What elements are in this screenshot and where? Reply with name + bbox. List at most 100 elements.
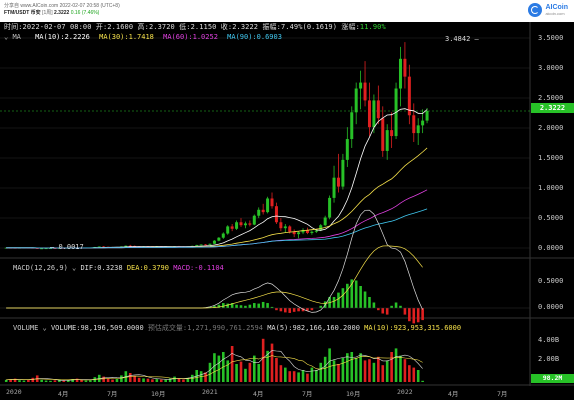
volume-bar bbox=[164, 379, 167, 382]
candle-body bbox=[350, 112, 354, 140]
price-change: 0.16 (7.46%) bbox=[70, 10, 100, 16]
grid-lines bbox=[0, 22, 574, 386]
macd-bar bbox=[381, 308, 385, 314]
volume-bar bbox=[217, 355, 221, 382]
volume-bar bbox=[377, 356, 380, 382]
macd-bar bbox=[270, 306, 274, 308]
volume-bar bbox=[120, 375, 123, 382]
time-axis-label: 2021 bbox=[202, 388, 218, 396]
macd-bar bbox=[412, 308, 416, 324]
macd-axis-label: 0.0000 bbox=[538, 303, 564, 311]
volume-bar bbox=[159, 379, 163, 382]
macd-toggle-icon[interactable]: ⌄ bbox=[72, 264, 77, 272]
volume-bar bbox=[350, 352, 354, 382]
volume-bar bbox=[208, 362, 212, 382]
macd-bar bbox=[226, 303, 230, 308]
volume-bar bbox=[102, 376, 105, 382]
macd-histogram bbox=[0, 209, 530, 324]
candle-body bbox=[212, 240, 216, 244]
volume-toggle-icon[interactable]: ⌄ bbox=[42, 324, 47, 332]
macd-bar bbox=[288, 308, 292, 313]
volume-bar bbox=[75, 378, 79, 382]
price-axis-label: 1.5000 bbox=[538, 154, 564, 162]
volume-bar bbox=[412, 367, 416, 382]
volume-bar bbox=[133, 376, 136, 382]
volume-bar bbox=[359, 353, 362, 382]
candle-body bbox=[319, 225, 323, 231]
volume-bar bbox=[89, 380, 92, 382]
macd-bar bbox=[252, 303, 256, 308]
volume-bar bbox=[306, 373, 309, 382]
volume-bar bbox=[399, 355, 402, 382]
volume-bar bbox=[71, 379, 74, 382]
volume-bar bbox=[137, 377, 141, 382]
macd-bar bbox=[399, 305, 402, 308]
candle-body bbox=[53, 248, 57, 249]
candle-body bbox=[35, 248, 39, 249]
macd-bar bbox=[297, 308, 300, 312]
time-axis-label: 7月 bbox=[302, 390, 313, 398]
time-axis-label: 4月 bbox=[253, 390, 264, 398]
macd-dea-line bbox=[6, 245, 423, 309]
volume-bar bbox=[239, 361, 243, 382]
candle-body bbox=[217, 237, 221, 241]
candle-body bbox=[266, 198, 270, 213]
volume-bar bbox=[363, 360, 367, 382]
time-axis-label: 10月 bbox=[346, 390, 361, 398]
volume-bar bbox=[173, 376, 176, 382]
pair-name: FTM/USDT 币安 bbox=[4, 10, 41, 16]
volume-bar bbox=[328, 348, 331, 382]
volume-bar bbox=[337, 364, 340, 382]
aicoin-logo[interactable]: AICoin aicoin.com bbox=[528, 3, 568, 17]
volume-bar bbox=[381, 365, 385, 382]
macd-bar bbox=[372, 302, 376, 308]
volume-bar bbox=[252, 355, 256, 382]
volume-axis-label: 4.00B bbox=[538, 336, 560, 344]
candle-body bbox=[243, 223, 247, 226]
volume-bar bbox=[31, 377, 35, 382]
candle-body bbox=[323, 217, 327, 226]
ohlc-readout: 时间:2022-02-07 08:00 开:2.1600 高:2.3720 低:… bbox=[4, 22, 386, 32]
price-axis-label: 0.0000 bbox=[538, 244, 564, 252]
volume-bars bbox=[4, 338, 424, 382]
change-value: 11.90% bbox=[359, 23, 386, 31]
interval-label: [1周] bbox=[42, 10, 53, 16]
volume-bar bbox=[372, 362, 376, 382]
volume-bar bbox=[13, 378, 17, 382]
low-value: 2.1150 bbox=[190, 23, 217, 31]
volume-bar bbox=[168, 378, 172, 382]
time-axis-label: 7月 bbox=[497, 390, 508, 398]
volume-bar bbox=[40, 379, 43, 382]
candle-body bbox=[372, 100, 376, 128]
volume-bar bbox=[182, 379, 185, 382]
volume-label: VOLUME bbox=[13, 324, 39, 332]
ma-legend: ⌄ MA MA(10):2.2226 MA(30):1.7418 MA(60):… bbox=[4, 33, 287, 41]
candle-body bbox=[13, 247, 17, 249]
volume-legend: VOLUME ⌄ VOLUME:98,196,509.0000 预估成交量:1,… bbox=[13, 323, 461, 333]
macd-axis-label: 0.5000 bbox=[538, 277, 564, 285]
volume-bar bbox=[106, 378, 110, 382]
volume-bar bbox=[226, 360, 230, 382]
macd-bar bbox=[416, 308, 420, 323]
ma-toggle[interactable]: ⌄ MA bbox=[4, 33, 21, 41]
candle-body bbox=[40, 248, 44, 250]
candle-body bbox=[257, 209, 261, 216]
volume-ma5: MA(5):982,166,160.2000 bbox=[267, 324, 360, 332]
volume-bar bbox=[319, 362, 323, 382]
macd-bar bbox=[377, 308, 380, 311]
macd-bar bbox=[217, 304, 221, 308]
close-value: 2.3222 bbox=[232, 23, 259, 31]
volume-bar bbox=[408, 365, 411, 382]
time-axis-label: 10月 bbox=[151, 390, 166, 398]
time-axis-label: 7月 bbox=[107, 390, 118, 398]
macd-bar bbox=[221, 303, 225, 308]
candle-body bbox=[416, 125, 420, 134]
candle-body bbox=[124, 245, 128, 247]
candle-body bbox=[425, 110, 429, 121]
candle-body bbox=[252, 215, 256, 225]
current-volume-tag: 98.2M bbox=[531, 374, 574, 383]
volume-bar bbox=[310, 367, 314, 382]
volume-bar bbox=[186, 377, 190, 382]
candle-body bbox=[97, 246, 101, 248]
